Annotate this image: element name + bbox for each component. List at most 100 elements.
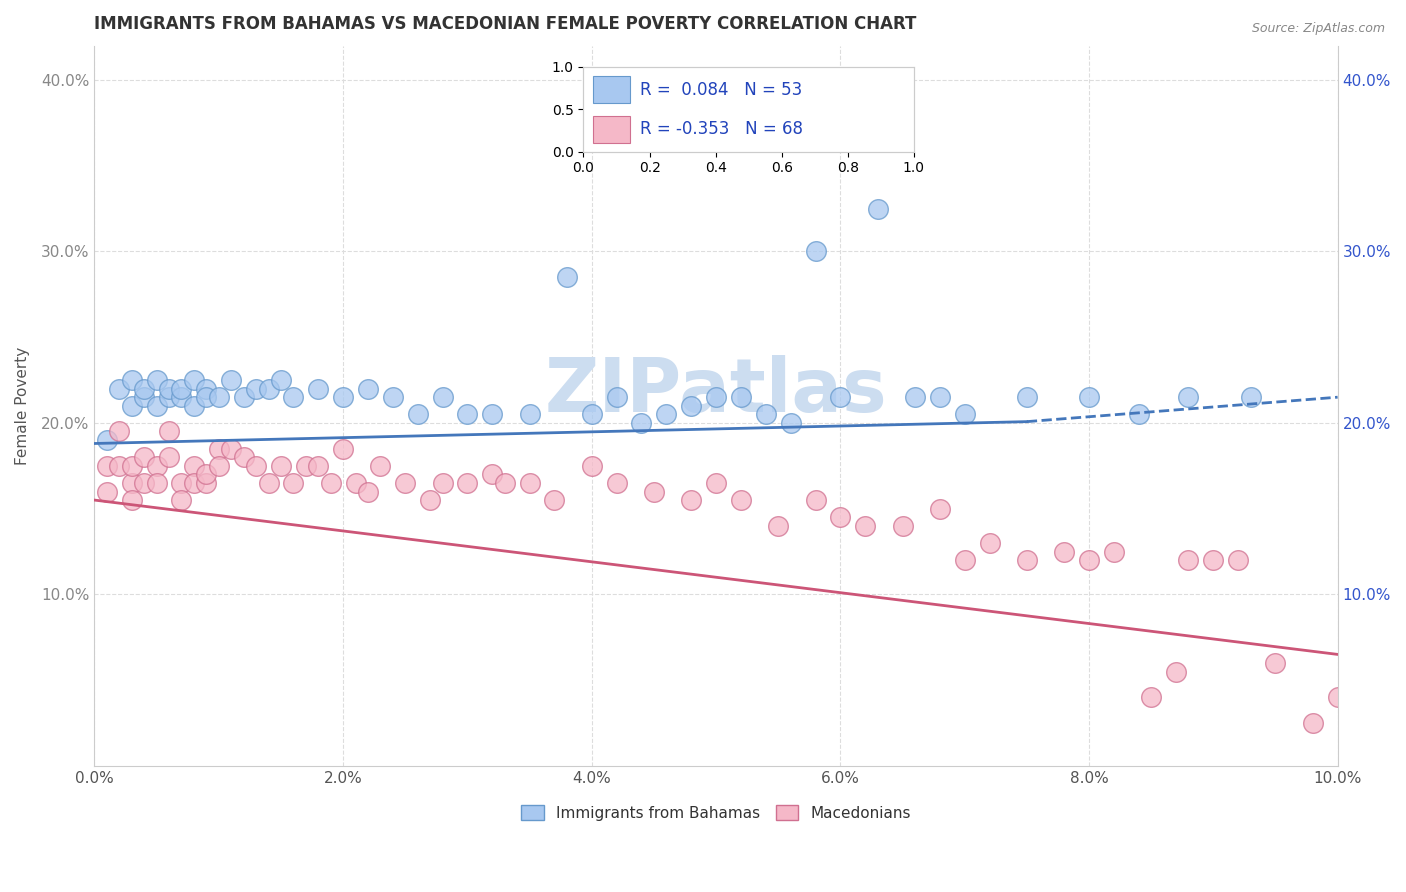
Point	[853, 518, 876, 533]
Point	[134, 382, 156, 396]
Point	[904, 390, 927, 404]
Point	[134, 390, 156, 404]
Point	[245, 458, 267, 473]
Point	[183, 458, 205, 473]
Point	[170, 390, 193, 404]
Point	[681, 399, 703, 413]
Point	[730, 493, 752, 508]
Point	[456, 408, 478, 422]
Point	[494, 475, 516, 490]
Text: R = -0.353   N = 68: R = -0.353 N = 68	[640, 120, 803, 137]
Point	[108, 458, 131, 473]
Point	[145, 373, 167, 387]
Point	[344, 475, 367, 490]
Point	[283, 390, 305, 404]
Point	[121, 475, 143, 490]
Point	[1202, 553, 1225, 567]
Legend: Immigrants from Bahamas, Macedonians: Immigrants from Bahamas, Macedonians	[515, 798, 917, 827]
Point	[183, 399, 205, 413]
Point	[183, 373, 205, 387]
Point	[891, 518, 914, 533]
Point	[643, 484, 665, 499]
Text: Source: ZipAtlas.com: Source: ZipAtlas.com	[1251, 22, 1385, 36]
Point	[195, 390, 218, 404]
Point	[804, 244, 827, 259]
Point	[1078, 553, 1101, 567]
Point	[170, 493, 193, 508]
Point	[419, 493, 441, 508]
Point	[655, 408, 678, 422]
Point	[134, 450, 156, 465]
Point	[270, 373, 292, 387]
Point	[1140, 690, 1163, 705]
Point	[195, 467, 218, 482]
Point	[704, 475, 727, 490]
Point	[730, 390, 752, 404]
Point	[170, 475, 193, 490]
Point	[96, 433, 118, 447]
Point	[606, 475, 628, 490]
Point	[1177, 553, 1199, 567]
Point	[121, 493, 143, 508]
Point	[519, 408, 541, 422]
Point	[121, 373, 143, 387]
Point	[307, 458, 329, 473]
Point	[456, 475, 478, 490]
Point	[755, 408, 778, 422]
Point	[519, 475, 541, 490]
Point	[1164, 665, 1187, 679]
Text: IMMIGRANTS FROM BAHAMAS VS MACEDONIAN FEMALE POVERTY CORRELATION CHART: IMMIGRANTS FROM BAHAMAS VS MACEDONIAN FE…	[94, 15, 917, 33]
Point	[979, 536, 1001, 550]
Point	[928, 390, 950, 404]
Point	[381, 390, 404, 404]
Point	[319, 475, 342, 490]
Point	[208, 458, 231, 473]
Point	[830, 510, 852, 524]
Point	[432, 390, 454, 404]
Point	[134, 475, 156, 490]
Point	[928, 501, 950, 516]
Point	[394, 475, 416, 490]
Point	[704, 390, 727, 404]
Point	[357, 484, 380, 499]
Point	[157, 450, 180, 465]
Point	[406, 408, 429, 422]
Point	[830, 390, 852, 404]
Point	[357, 382, 380, 396]
Point	[108, 425, 131, 439]
Point	[581, 458, 603, 473]
Point	[219, 442, 242, 456]
Bar	[593, 76, 630, 103]
Point	[96, 458, 118, 473]
Point	[1302, 716, 1324, 731]
Point	[1264, 656, 1286, 670]
Point	[1177, 390, 1199, 404]
Bar	[593, 116, 630, 143]
Point	[1239, 390, 1261, 404]
Point	[1078, 390, 1101, 404]
Point	[953, 408, 976, 422]
Point	[121, 399, 143, 413]
Point	[1053, 544, 1076, 558]
Point	[219, 373, 242, 387]
Point	[96, 484, 118, 499]
Point	[145, 399, 167, 413]
Point	[606, 390, 628, 404]
Point	[145, 475, 167, 490]
Point	[1326, 690, 1348, 705]
Point	[257, 475, 280, 490]
Point	[208, 390, 231, 404]
Point	[481, 408, 503, 422]
Point	[183, 475, 205, 490]
Point	[555, 270, 578, 285]
Point	[630, 416, 652, 430]
Point	[370, 458, 392, 473]
Point	[145, 458, 167, 473]
Point	[1227, 553, 1250, 567]
Point	[157, 382, 180, 396]
Point	[195, 475, 218, 490]
Point	[481, 467, 503, 482]
Point	[681, 493, 703, 508]
Point	[866, 202, 889, 216]
Point	[170, 382, 193, 396]
